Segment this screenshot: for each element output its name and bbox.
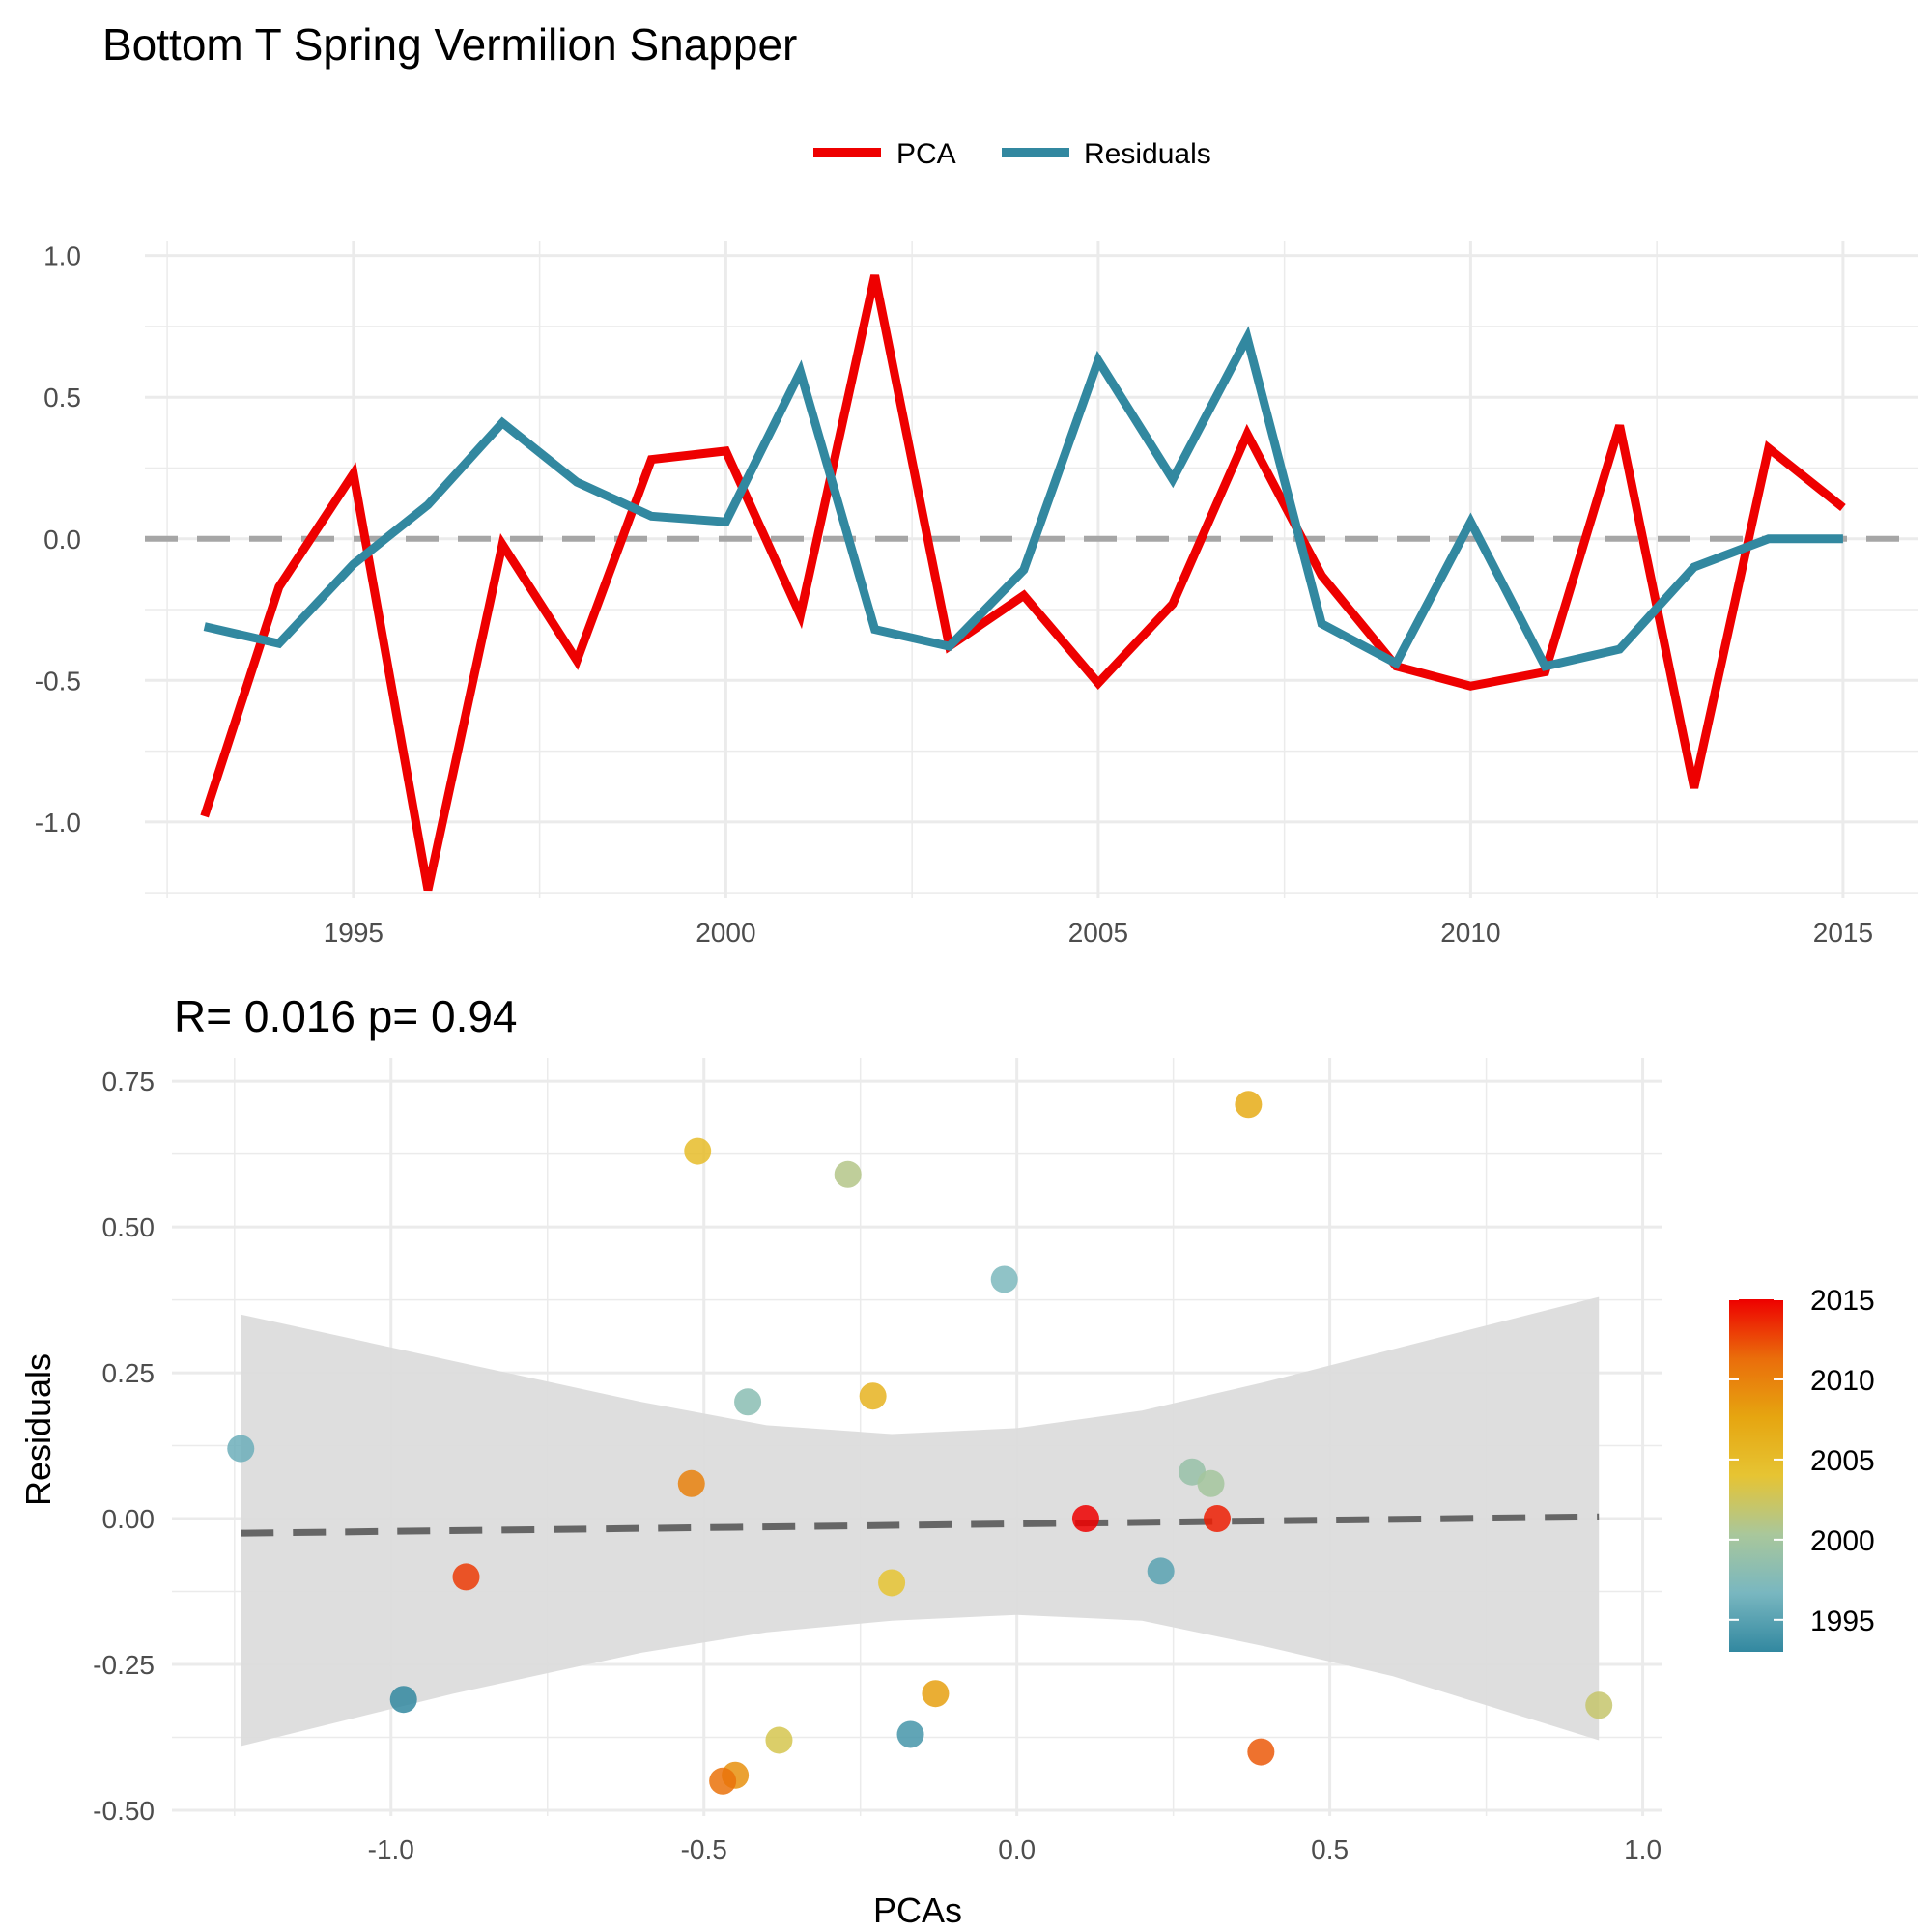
series-line-residuals bbox=[203, 326, 1843, 671]
y-tick-label: -0.5 bbox=[35, 666, 81, 696]
scatter-point-2010 bbox=[677, 1469, 705, 1497]
regression-line bbox=[241, 1513, 1600, 1537]
scatter-point-1998 bbox=[734, 1388, 762, 1416]
y-tick-label: 1.0 bbox=[43, 242, 81, 271]
scatter-point-1993 bbox=[389, 1686, 417, 1714]
x-tick-label: 2005 bbox=[1068, 918, 1128, 948]
x-tick-label: 2010 bbox=[1440, 918, 1500, 948]
scatter-point-2001 bbox=[834, 1160, 862, 1188]
time-series-y-ticks: -1.0 -0.5 0.0 0.5 1.0 bbox=[35, 242, 81, 838]
scatter-point-1994 bbox=[896, 1720, 924, 1748]
time-series-panel: 1995 2000 2005 2010 2015 -1.0 -0.5 0.0 0.5 1.0 bbox=[35, 242, 1918, 948]
scatter-point-2015 bbox=[1071, 1505, 1099, 1533]
scatter-point-2005 bbox=[684, 1137, 712, 1165]
legend-label-pca: PCA bbox=[896, 138, 956, 170]
y-tick-label: -0.50 bbox=[93, 1796, 155, 1826]
scatter-point-2013 bbox=[452, 1563, 480, 1591]
time-series-lines bbox=[200, 274, 1846, 892]
time-series-x-ticks: 1995 2000 2005 2010 2015 bbox=[324, 918, 1873, 948]
scatter-point-2003 bbox=[765, 1726, 793, 1754]
scatter-point-2011 bbox=[709, 1767, 737, 1795]
scatter-point-1997 bbox=[990, 1265, 1018, 1293]
scatter-panel: -1.0 -0.5 0.0 0.5 1.0 -0.50 -0.25 0.00 0.25 0.50… bbox=[18, 1058, 1662, 1930]
figure-title: Bottom T Spring Vermilion Snapper bbox=[102, 19, 797, 70]
x-tick-label: 2000 bbox=[696, 918, 755, 948]
scatter-point-2014 bbox=[1203, 1505, 1231, 1533]
x-tick-label: 1995 bbox=[324, 918, 384, 948]
x-axis-label: PCAs bbox=[873, 1890, 962, 1930]
x-tick-label: -0.5 bbox=[681, 1834, 727, 1864]
scatter-points bbox=[227, 1091, 1613, 1795]
confidence-band bbox=[241, 1296, 1600, 1747]
year-color-legend: 1995 2000 2005 2010 2015 bbox=[1729, 1285, 1875, 1652]
colorbar-label: 2015 bbox=[1810, 1285, 1875, 1317]
y-axis-label: Residuals bbox=[18, 1353, 58, 1506]
y-tick-label: 0.0 bbox=[43, 525, 81, 554]
scatter-point-2007 bbox=[1235, 1091, 1263, 1119]
colorbar-label: 1995 bbox=[1810, 1605, 1875, 1637]
x-tick-label: 0.5 bbox=[1311, 1834, 1349, 1864]
y-tick-label: 0.25 bbox=[102, 1358, 156, 1388]
x-tick-label: 0.0 bbox=[998, 1834, 1036, 1864]
confidence-ribbon bbox=[241, 1296, 1600, 1747]
x-tick-label: 1.0 bbox=[1624, 1834, 1662, 1864]
y-tick-label: -1.0 bbox=[35, 808, 81, 838]
colorbar-label: 2010 bbox=[1810, 1365, 1875, 1397]
colorbar-bar bbox=[1729, 1299, 1783, 1652]
x-tick-label: 2015 bbox=[1813, 918, 1873, 948]
y-tick-label: 0.50 bbox=[102, 1212, 156, 1242]
scatter-point-2000 bbox=[1197, 1469, 1225, 1497]
x-tick-label: -1.0 bbox=[368, 1834, 414, 1864]
y-tick-label: 0.75 bbox=[102, 1066, 156, 1096]
scatter-y-ticks: -0.50 -0.25 0.00 0.25 0.50 0.75 bbox=[93, 1066, 155, 1826]
scatter-point-2006 bbox=[859, 1382, 887, 1410]
colorbar-label: 2000 bbox=[1810, 1525, 1875, 1557]
scatter-x-ticks: -1.0 -0.5 0.0 0.5 1.0 bbox=[368, 1834, 1662, 1864]
scatter-point-1995 bbox=[1147, 1557, 1175, 1585]
scatter-point-2012 bbox=[1247, 1738, 1275, 1766]
fit-line bbox=[241, 1513, 1600, 1537]
y-tick-label: 0.00 bbox=[102, 1504, 156, 1534]
line-legend: PCA Residuals bbox=[813, 138, 1211, 170]
y-tick-label: 0.5 bbox=[43, 383, 81, 412]
scatter-point-2002 bbox=[1585, 1691, 1613, 1719]
colorbar-label: 2005 bbox=[1810, 1445, 1875, 1477]
series-line-pca bbox=[200, 274, 1846, 892]
scatter-point-1996 bbox=[227, 1435, 255, 1463]
scatter-point-2004 bbox=[878, 1569, 906, 1597]
scatter-point-2008 bbox=[922, 1680, 950, 1708]
correlation-subtitle: R= 0.016 p= 0.94 bbox=[174, 991, 518, 1041]
y-tick-label: -0.25 bbox=[93, 1650, 155, 1680]
legend-label-residuals: Residuals bbox=[1084, 138, 1211, 170]
